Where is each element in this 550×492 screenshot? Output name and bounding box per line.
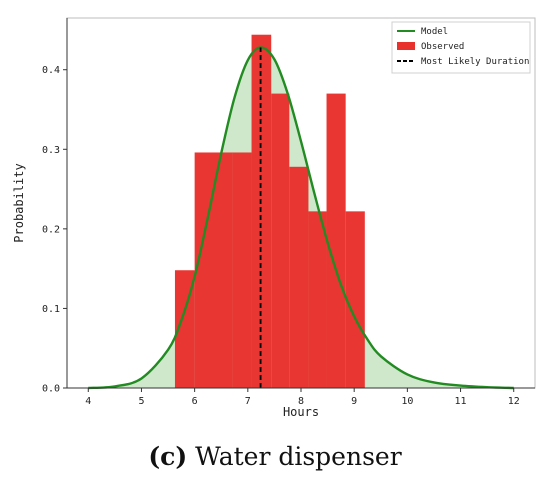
histogram-bar-8 — [345, 211, 365, 388]
y-tick-label-3: 0.3 — [42, 145, 60, 156]
histogram-bar-4 — [271, 93, 290, 388]
legend-entry-1: Observed — [421, 42, 464, 52]
x-tick-label-5: 9 — [351, 396, 357, 407]
legend-swatch-1 — [397, 42, 415, 50]
histogram-bar-0 — [174, 270, 195, 388]
y-axis-label: Probability — [12, 163, 26, 242]
histogram-bar-2 — [232, 152, 252, 388]
model-curve — [88, 46, 514, 390]
legend: Model Observed Most Likely Duration — [391, 21, 531, 74]
caption-label: (c) — [148, 442, 188, 471]
x-tick-label-0: 4 — [85, 396, 91, 407]
x-tick-label-3: 7 — [245, 396, 251, 407]
y-tick-label-2: 0.2 — [42, 224, 60, 235]
legend-entry-0: Model — [421, 27, 448, 37]
histogram-bar-7 — [326, 93, 346, 388]
caption-text: Water dispenser — [195, 442, 402, 471]
x-tick-label-7: 11 — [455, 396, 467, 407]
x-tick-label-2: 6 — [192, 396, 198, 407]
histogram-bar-5 — [289, 166, 309, 388]
y-tick-label-4: 0.4 — [42, 65, 60, 76]
x-tick-label-4: 8 — [298, 396, 304, 407]
y-tick-label-1: 0.1 — [42, 304, 60, 315]
x-tick-label-6: 10 — [401, 396, 413, 407]
histogram-bar-6 — [308, 211, 327, 388]
x-axis-label: Hours — [283, 405, 319, 419]
figure-caption: (c) Water dispenser — [0, 442, 550, 471]
legend-entry-2: Most Likely Duration — [421, 57, 529, 67]
y-tick-label-0: 0.0 — [42, 384, 60, 395]
chart: 4 5 6 7 8 9 10 11 12 0.0 0.1 0.2 0.3 0.4 Model Observe… — [12, 17, 536, 419]
x-tick-label-1: 5 — [138, 396, 144, 407]
x-tick-label-8: 12 — [508, 396, 520, 407]
